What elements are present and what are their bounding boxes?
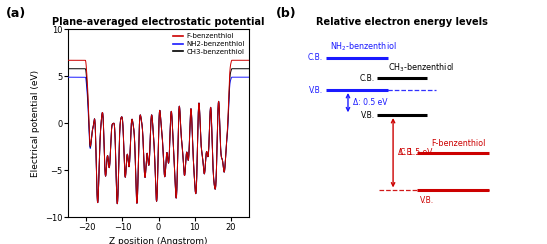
Text: Δ: 0.5 eV: Δ: 0.5 eV bbox=[353, 98, 388, 107]
Text: C.B.: C.B. bbox=[307, 53, 323, 62]
Y-axis label: Electrical potential (eV): Electrical potential (eV) bbox=[31, 70, 40, 177]
Title: Relative electron energy levels: Relative electron energy levels bbox=[316, 17, 488, 27]
Text: V.B.: V.B. bbox=[420, 196, 434, 205]
Legend: F-benzenthiol, NH2-benzenthiol, CH3-benzenthiol: F-benzenthiol, NH2-benzenthiol, CH3-benz… bbox=[172, 33, 245, 56]
Text: V.B.: V.B. bbox=[309, 86, 323, 95]
X-axis label: Z position (Angstrom): Z position (Angstrom) bbox=[109, 237, 208, 244]
Text: C.B.: C.B. bbox=[400, 148, 415, 157]
Title: Plane-averaged electrostatic potential: Plane-averaged electrostatic potential bbox=[53, 17, 265, 27]
Text: V.B.: V.B. bbox=[361, 111, 375, 120]
Text: (b): (b) bbox=[276, 7, 297, 20]
Text: Δ: 1.5 eV: Δ: 1.5 eV bbox=[399, 148, 433, 157]
Text: NH$_2$-benzenthiol: NH$_2$-benzenthiol bbox=[330, 40, 397, 52]
Text: C.B.: C.B. bbox=[360, 74, 375, 83]
Text: F-benzenthiol: F-benzenthiol bbox=[431, 139, 485, 148]
Text: CH$_3$-benzenthiol: CH$_3$-benzenthiol bbox=[388, 61, 454, 74]
Text: (a): (a) bbox=[5, 7, 26, 20]
